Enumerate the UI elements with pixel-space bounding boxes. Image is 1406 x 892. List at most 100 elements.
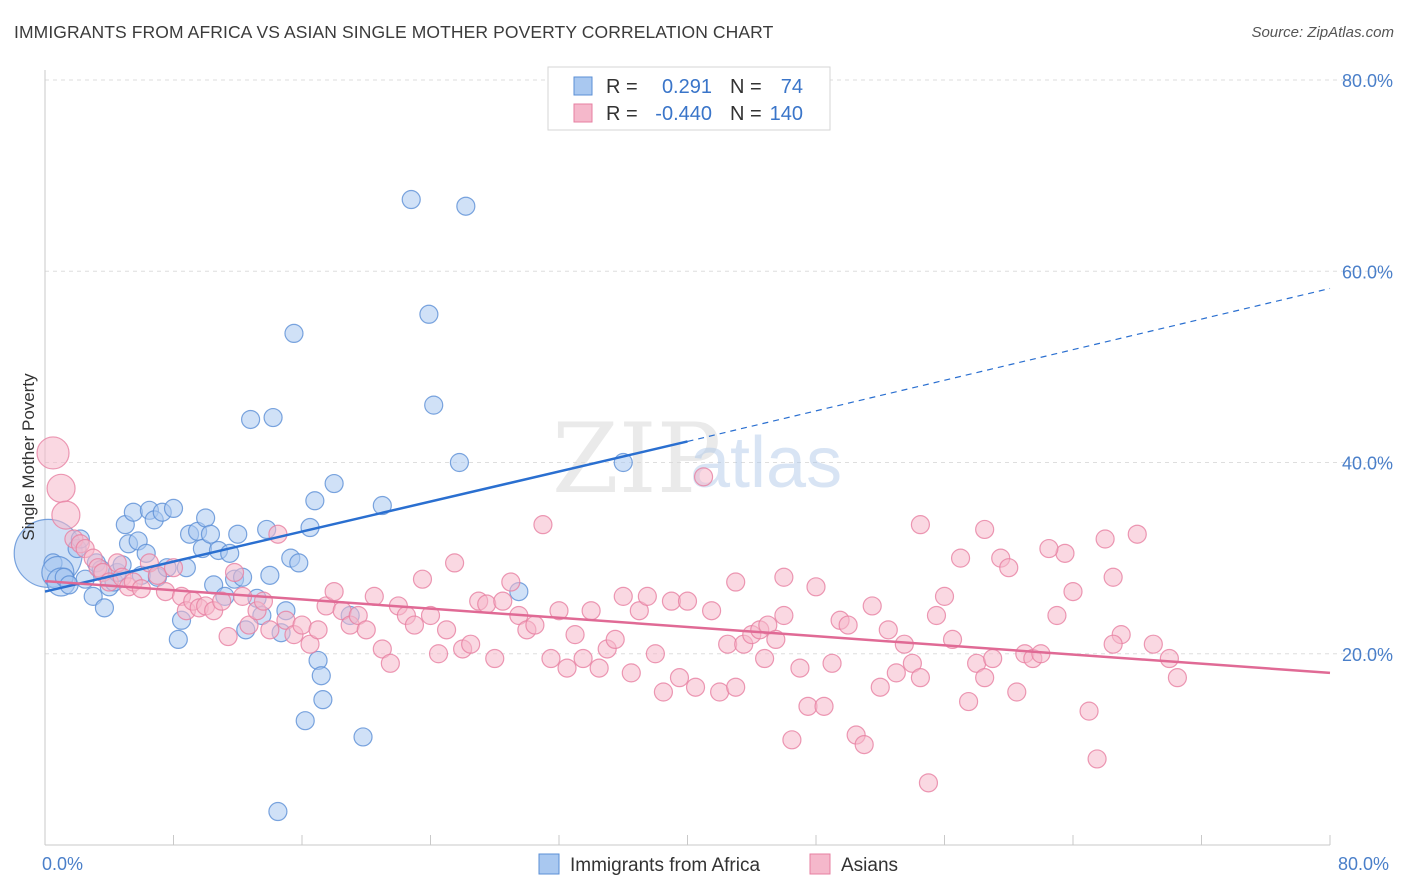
asians-point	[894, 634, 914, 654]
y-tick-label-80: 80.0%	[1342, 71, 1393, 91]
asians-point	[822, 653, 842, 673]
asians-point	[493, 591, 513, 611]
asians-point	[348, 605, 368, 626]
asians-point	[685, 677, 706, 697]
asians-point	[147, 565, 168, 585]
trend-line-africa	[44, 440, 688, 593]
africa-point	[419, 304, 439, 324]
asians-point	[573, 648, 593, 669]
asians-point	[677, 591, 698, 611]
asians-point	[854, 734, 874, 755]
asians-point	[1063, 581, 1083, 602]
trend-line-africa-extension	[687, 287, 1331, 443]
asians-point	[1087, 749, 1107, 769]
asians-point	[36, 436, 70, 470]
asians-point	[950, 548, 971, 568]
legend-r-label-africa: R =	[606, 76, 638, 98]
asians-point	[428, 644, 449, 664]
asians-point	[999, 558, 1019, 578]
asians-point	[444, 553, 465, 573]
asians-point	[436, 620, 457, 640]
asians-point	[1055, 543, 1075, 563]
asians-point	[613, 586, 633, 606]
asians-point	[910, 668, 931, 688]
x-ticks	[173, 835, 1331, 845]
africa-point	[268, 801, 288, 822]
asians-point	[926, 605, 947, 626]
asians-point	[790, 658, 810, 678]
bottom-legend-label-asians: Asians	[841, 855, 898, 876]
africa-point	[83, 586, 103, 606]
africa-point	[284, 323, 304, 344]
africa-point	[241, 409, 261, 430]
asians-point	[581, 601, 601, 621]
africa-point	[311, 666, 331, 686]
asians-point	[1007, 682, 1027, 702]
asians-point	[782, 730, 802, 750]
asians-point	[661, 591, 682, 611]
legend-swatch-africa	[573, 76, 593, 96]
asians-point	[589, 658, 609, 678]
asians-point	[798, 696, 818, 716]
watermark: ZIP atlas	[552, 403, 842, 515]
africa-point	[200, 524, 221, 544]
asians-point	[918, 773, 939, 793]
source-label: Source: ZipAtlas.com	[1251, 24, 1394, 41]
watermark-zip: ZIP	[552, 403, 721, 515]
legend-r-label-asians: R =	[606, 103, 638, 125]
africa-point	[449, 452, 470, 473]
legend-swatch-asians	[573, 103, 593, 123]
asians-point	[549, 601, 569, 621]
asians-point	[477, 594, 497, 614]
asians-point	[718, 634, 738, 654]
y-tick-label-60: 60.0%	[1342, 262, 1393, 282]
asians-point	[533, 515, 553, 535]
asians-point	[645, 644, 665, 664]
africa-point	[372, 495, 392, 516]
asians-point	[308, 620, 328, 640]
asians-point	[886, 663, 906, 683]
asians-point	[726, 572, 746, 592]
asians-point	[862, 596, 882, 616]
asians-point	[260, 620, 280, 640]
asians-point	[975, 668, 995, 688]
africa-point	[353, 727, 373, 747]
asians-point	[541, 648, 561, 669]
y-axis-title: Single Mother Poverty	[19, 373, 38, 541]
asians-point	[46, 473, 76, 503]
bottom-legend-swatch-asians	[809, 853, 831, 875]
asians-point	[1167, 668, 1188, 688]
asians-point	[838, 615, 858, 635]
legend-n-label-asians: N =	[730, 103, 762, 125]
legend-box	[547, 66, 831, 131]
asians-point	[693, 467, 714, 487]
asians-point	[155, 581, 176, 602]
asians-point	[621, 663, 641, 683]
asians-point	[501, 572, 521, 592]
asians-point	[461, 634, 481, 654]
asians-point	[629, 601, 649, 621]
asians-point	[1127, 524, 1147, 544]
africa-point	[163, 498, 184, 518]
asians-point	[1159, 648, 1179, 669]
series-asians-points	[36, 436, 1188, 793]
africa-point	[295, 711, 315, 731]
asians-point	[605, 629, 625, 650]
series-africa-points	[13, 189, 633, 822]
asians-point	[1103, 634, 1123, 654]
asians-point	[1079, 701, 1099, 721]
asians-point	[212, 591, 232, 611]
asians-point	[870, 677, 890, 697]
asians-point	[1047, 605, 1067, 626]
x-tick-label-min: 0.0%	[42, 854, 83, 874]
africa-point	[401, 189, 421, 210]
asians-point	[958, 691, 979, 712]
y-tick-label-20: 20.0%	[1342, 645, 1393, 665]
asians-point	[218, 626, 238, 647]
legend-n-value-asians: 140	[770, 103, 803, 125]
asians-point	[253, 591, 274, 611]
africa-point	[289, 553, 309, 573]
asians-point	[637, 586, 657, 606]
asians-point	[902, 653, 922, 673]
africa-point	[263, 407, 283, 428]
